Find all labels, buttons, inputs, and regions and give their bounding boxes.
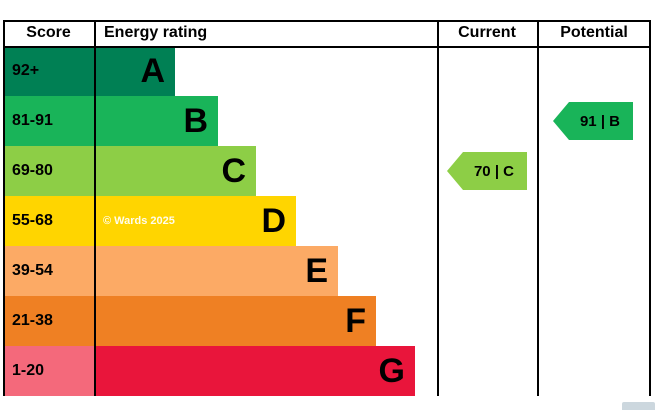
current-rating-label: 70 | C	[473, 162, 515, 180]
header-energy-rating: Energy rating	[104, 24, 208, 41]
band-row-d: 55-68 D	[3, 196, 651, 246]
header-divider-line	[3, 46, 651, 48]
chart-header: Score Energy rating Current Potential	[3, 20, 651, 46]
current-rating-tag: 70 | C	[447, 152, 527, 190]
rating-bar-c: C	[94, 146, 256, 196]
band-row-c: 69-80 C	[3, 146, 651, 196]
score-range-f: 21-38	[3, 296, 94, 346]
rating-bar-a: A	[94, 46, 175, 96]
band-letter-f: F	[345, 302, 366, 340]
score-range-b: 81-91	[3, 96, 94, 146]
score-range-e: 39-54	[3, 246, 94, 296]
band-letter-g: G	[378, 352, 405, 390]
header-current: Current	[458, 24, 516, 41]
rating-bar-d: D	[94, 196, 296, 246]
potential-rating-label: 91 | B	[579, 112, 621, 130]
band-letter-a: A	[140, 52, 165, 90]
potential-rating-tag: 91 | B	[553, 102, 633, 140]
rating-bar-f: F	[94, 296, 376, 346]
band-row-f: 21-38 F	[3, 296, 651, 346]
watermark: © Wards 2025	[103, 215, 175, 227]
bands-container: 92+ A 81-91 B 69-80 C 55-68 D 39-54 E 21-38 F 1-20 G	[3, 46, 651, 396]
header-potential: Potential	[560, 24, 628, 41]
rating-bar-e: E	[94, 246, 338, 296]
current-column-divider	[437, 20, 439, 396]
score-range-c: 69-80	[3, 146, 94, 196]
right-border-line	[649, 20, 651, 396]
band-row-e: 39-54 E	[3, 246, 651, 296]
score-range-a: 92+	[3, 46, 94, 96]
chart-frame: Score Energy rating Current Potential 92…	[3, 20, 651, 396]
left-border-line	[3, 20, 5, 396]
band-letter-e: E	[305, 252, 328, 290]
top-border-line	[3, 20, 651, 22]
band-row-a: 92+ A	[3, 46, 651, 96]
band-letter-d: D	[261, 202, 286, 240]
potential-column-divider	[537, 20, 539, 396]
band-row-b: 81-91 B	[3, 96, 651, 146]
score-range-g: 1-20	[3, 346, 94, 396]
band-letter-c: C	[221, 152, 246, 190]
rating-bar-b: B	[94, 96, 218, 146]
cropped-corner-logo	[622, 402, 655, 410]
header-score: Score	[26, 24, 71, 41]
band-letter-b: B	[183, 102, 208, 140]
score-column-divider	[94, 20, 96, 396]
score-range-d: 55-68	[3, 196, 94, 246]
rating-bar-g: G	[94, 346, 415, 396]
band-row-g: 1-20 G	[3, 346, 651, 396]
